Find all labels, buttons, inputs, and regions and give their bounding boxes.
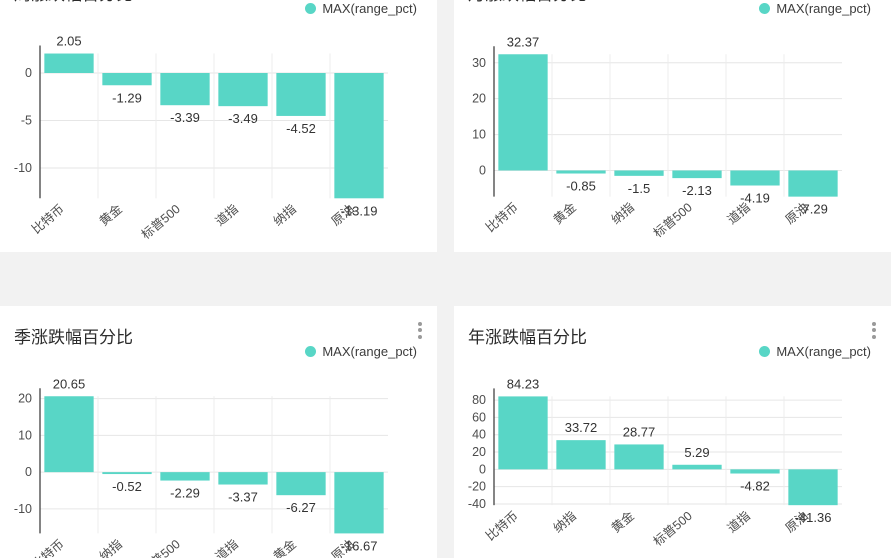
svg-text:比特币: 比特币 [29,201,67,237]
svg-text:-0.52: -0.52 [112,479,142,494]
svg-text:比特币: 比特币 [29,536,67,558]
svg-text:20: 20 [472,445,486,459]
svg-text:10: 10 [472,128,486,142]
svg-text:0: 0 [25,66,32,80]
svg-text:-4.52: -4.52 [286,121,316,136]
svg-text:-4.82: -4.82 [740,479,770,494]
svg-text:80: 80 [472,393,486,407]
svg-text:标普500: 标普500 [139,537,183,558]
svg-text:5.29: 5.29 [684,445,709,460]
svg-text:比特币: 比特币 [483,508,521,544]
svg-text:10: 10 [18,428,32,442]
svg-text:0: 0 [479,462,486,476]
svg-text:20: 20 [18,392,32,406]
svg-text:30: 30 [472,56,486,70]
svg-text:比特币: 比特币 [483,199,521,235]
svg-text:-10: -10 [14,502,32,516]
svg-text:-3.49: -3.49 [228,111,258,126]
svg-text:32.37: 32.37 [507,34,540,49]
svg-text:-0.85: -0.85 [566,179,596,194]
svg-text:28.77: 28.77 [623,424,656,439]
svg-text:黄金: 黄金 [550,199,579,227]
svg-text:-6.27: -6.27 [286,500,316,515]
svg-text:黄金: 黄金 [270,536,299,558]
svg-text:40: 40 [472,428,486,442]
svg-text:道指: 道指 [212,536,241,558]
svg-text:道指: 道指 [724,508,753,536]
svg-text:-2.13: -2.13 [682,183,712,198]
svg-text:道指: 道指 [212,201,241,229]
svg-text:-40: -40 [468,497,486,511]
svg-text:-1.29: -1.29 [112,90,142,105]
svg-text:纳指: 纳指 [608,199,637,227]
svg-text:-1.5: -1.5 [628,181,650,196]
svg-text:-3.39: -3.39 [170,110,200,125]
svg-text:33.72: 33.72 [565,420,598,435]
svg-text:黄金: 黄金 [96,201,125,229]
svg-text:-2.29: -2.29 [170,486,200,501]
svg-text:60: 60 [472,410,486,424]
svg-text:-3.37: -3.37 [228,490,258,505]
svg-text:2.05: 2.05 [56,34,81,49]
svg-text:-10: -10 [14,161,32,175]
svg-text:标普500: 标普500 [651,200,695,240]
svg-text:20.65: 20.65 [53,376,86,391]
svg-text:黄金: 黄金 [608,508,637,536]
svg-text:纳指: 纳指 [96,536,125,558]
svg-text:标普500: 标普500 [651,509,695,549]
svg-text:-5: -5 [21,114,32,128]
svg-text:0: 0 [479,163,486,177]
svg-text:84.23: 84.23 [507,376,540,391]
svg-text:-20: -20 [468,480,486,494]
svg-text:纳指: 纳指 [550,508,579,536]
svg-text:纳指: 纳指 [270,201,299,229]
svg-text:标普500: 标普500 [139,202,183,242]
svg-text:0: 0 [25,465,32,479]
svg-text:20: 20 [472,92,486,106]
